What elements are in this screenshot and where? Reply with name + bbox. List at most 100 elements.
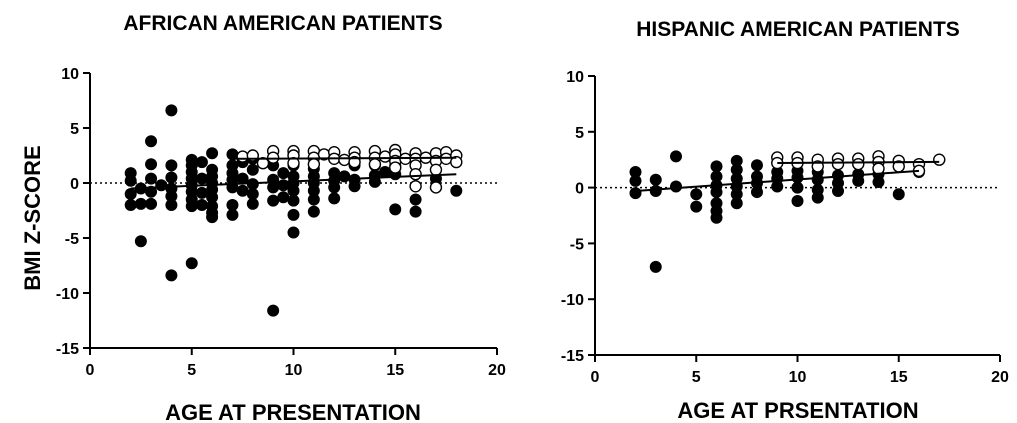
filled-point: [277, 167, 290, 180]
filled-point: [368, 175, 381, 188]
x-tick-label: 10: [285, 362, 303, 379]
filled-point: [852, 174, 865, 187]
open-point: [933, 153, 946, 166]
y-tick-label: -15: [561, 348, 584, 365]
filled-point: [832, 184, 844, 197]
y-tick-label: 0: [575, 181, 584, 198]
y-tick-label: -5: [570, 236, 584, 253]
filled-point: [409, 193, 422, 206]
right-chart-title: HISPANIC AMERICAN PATIENTS: [636, 18, 960, 41]
filled-point: [134, 235, 147, 248]
right-x-axis-label: AGE AT PRSENTATION: [677, 398, 918, 423]
filled-point: [145, 185, 158, 198]
trend-line: [635, 169, 920, 192]
filled-point: [791, 171, 804, 184]
open-point: [429, 181, 443, 194]
filled-point: [206, 211, 219, 224]
filled-point: [124, 199, 137, 211]
filled-point: [226, 208, 239, 221]
open-point: [236, 150, 249, 163]
x-tick-label: 5: [692, 369, 701, 386]
x-tick-label: 0: [591, 369, 600, 386]
filled-point: [409, 205, 422, 218]
open-point: [439, 152, 453, 166]
filled-point: [145, 172, 158, 185]
filled-point: [450, 184, 463, 197]
x-tick-label: 10: [789, 369, 807, 386]
filled-point: [328, 192, 341, 205]
open-point: [378, 150, 392, 163]
filled-point: [277, 191, 290, 204]
filled-point: [670, 180, 682, 193]
filled-point: [307, 205, 320, 218]
filled-point: [145, 135, 158, 148]
y-tick-label: 5: [70, 121, 79, 138]
filled-point: [124, 188, 137, 200]
right-plot-area: 10 5 0 -5 -10 -15 0 5 10 15 20: [561, 69, 1009, 386]
filled-point: [287, 194, 300, 207]
trend-line: [777, 160, 940, 165]
filled-point: [649, 184, 662, 197]
open-point: [338, 153, 351, 167]
open-point: [450, 155, 463, 169]
filled-point: [246, 188, 259, 200]
filled-point: [287, 184, 300, 197]
filled-point: [751, 159, 763, 172]
filled-point: [165, 171, 178, 184]
open-point: [409, 167, 422, 181]
x-tick-label: 5: [187, 362, 196, 379]
y-tick-label: 10: [566, 69, 584, 86]
filled-point: [165, 269, 178, 282]
y-tick-label: -10: [561, 292, 584, 309]
filled-point: [791, 194, 804, 207]
filled-point: [145, 158, 158, 171]
filled-point: [710, 160, 723, 173]
open-point: [409, 180, 422, 193]
x-tick-label: 20: [488, 362, 506, 379]
filled-point: [690, 188, 703, 201]
filled-point: [165, 199, 178, 211]
filled-point: [195, 172, 208, 185]
filled-point: [246, 163, 259, 176]
filled-point: [730, 197, 743, 210]
filled-point: [246, 197, 259, 210]
filled-point: [710, 211, 723, 224]
filled-point: [389, 203, 402, 216]
filled-point: [134, 197, 147, 210]
y-tick-label: -15: [56, 341, 79, 358]
filled-point: [124, 174, 137, 187]
filled-point: [307, 193, 320, 206]
filled-point: [629, 187, 642, 200]
filled-point: [811, 191, 824, 204]
y-tick-label: -5: [65, 231, 79, 248]
filled-point: [287, 208, 300, 221]
filled-point: [226, 199, 239, 211]
y-tick-label: 10: [61, 66, 79, 83]
filled-point: [267, 304, 280, 317]
filled-point: [267, 181, 280, 194]
x-tick-label: 15: [890, 369, 908, 386]
filled-point: [165, 159, 178, 172]
filled-point: [206, 147, 219, 160]
open-point: [852, 157, 865, 171]
filled-point: [629, 174, 642, 187]
filled-point: [236, 184, 249, 197]
y-tick-label: 5: [575, 125, 584, 142]
y-tick-label: -10: [56, 286, 79, 303]
filled-point: [287, 226, 300, 239]
filled-point: [195, 186, 208, 199]
filled-point: [892, 188, 905, 201]
open-point: [389, 161, 402, 174]
x-tick-label: 20: [991, 369, 1009, 386]
filled-point: [145, 197, 158, 210]
left-chart: AFRICAN AMERICAN PATIENTS BMI Z-SCORE AG…: [20, 12, 506, 423]
filled-point: [791, 181, 804, 194]
filled-point: [155, 179, 168, 192]
filled-point: [379, 166, 392, 178]
filled-point: [710, 186, 723, 199]
filled-point: [348, 180, 361, 193]
trend-line: [130, 173, 457, 190]
filled-point: [649, 173, 662, 186]
filled-point: [751, 186, 763, 199]
filled-point: [872, 176, 885, 189]
